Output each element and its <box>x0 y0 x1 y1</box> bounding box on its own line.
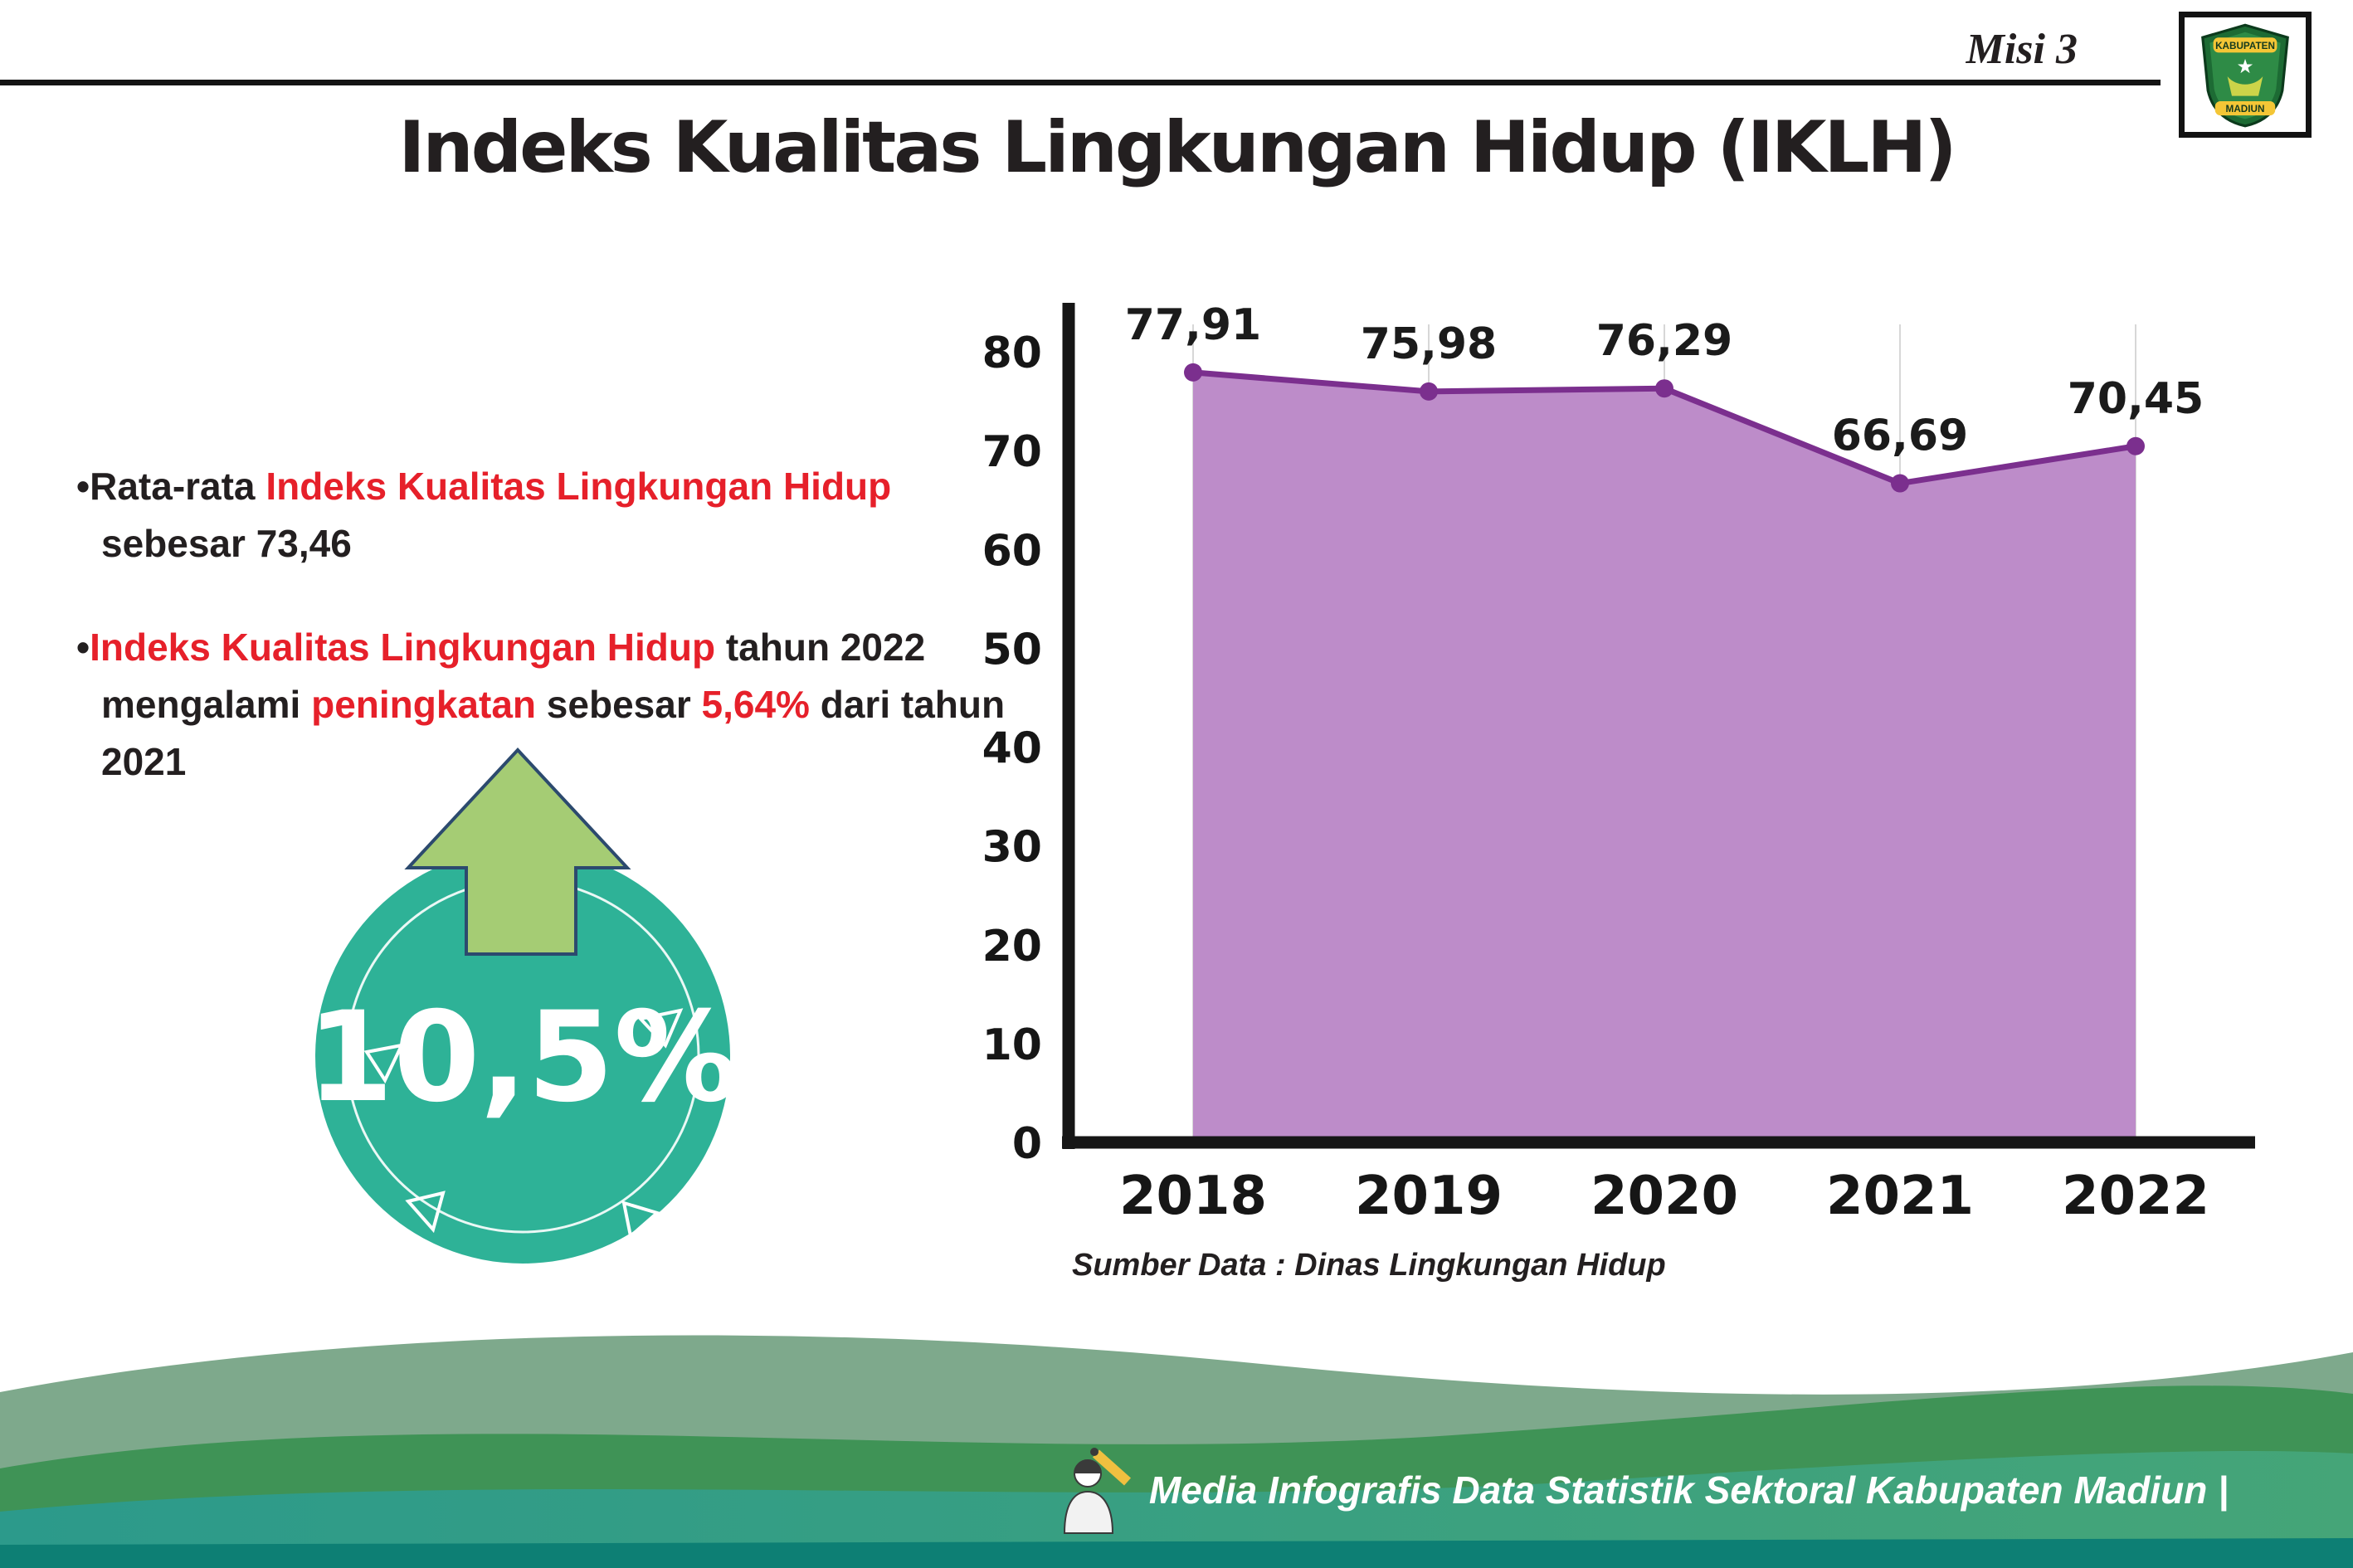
bullet-item: •Rata-rata Indeks Kualitas Lingkungan Hi… <box>76 458 1006 572</box>
x-tick-label: 2019 <box>1355 1166 1503 1227</box>
mascot-hair <box>1074 1460 1101 1473</box>
bullet-text-segment: Indeks Kualitas Lingkungan Hidup <box>90 626 716 669</box>
x-tick-label: 2018 <box>1119 1166 1267 1227</box>
pencil-icon <box>1092 1449 1131 1486</box>
y-tick-label: 80 <box>982 329 1042 378</box>
x-tick-label: 2021 <box>1826 1166 1974 1227</box>
y-tick-label: 10 <box>982 1020 1042 1070</box>
footer-wave-teal <box>0 1451 2353 1568</box>
bullet-text-segment: Indeks Kualitas Lingkungan Hidup <box>266 465 892 508</box>
chart-point <box>1891 474 1909 493</box>
y-tick-label: 60 <box>982 526 1042 576</box>
badge-triangle-icon <box>405 1191 446 1234</box>
chart-data-label: 76,29 <box>1596 316 1732 366</box>
iklh-chart: 77,91 75,98 76,29 66,69 70,45 0 10 20 30 40 50 60 70… <box>982 300 2255 1227</box>
badge-triangle-icon <box>621 1200 661 1239</box>
crest-rice-icon <box>2227 76 2263 96</box>
crest-top-text: KABUPATEN <box>2215 41 2275 51</box>
badge-triangle-icon <box>637 1008 684 1049</box>
chart-data-label: 75,98 <box>1361 319 1497 369</box>
footer-strip <box>0 1538 2353 1568</box>
bullet-text-segment: sebesar 73,46 <box>101 522 352 565</box>
crest-star-icon: ★ <box>2236 56 2253 77</box>
y-tick-label: 50 <box>982 625 1042 674</box>
up-arrow-icon <box>404 747 631 956</box>
crest-shield-inner <box>2209 32 2281 119</box>
header-rule <box>0 80 2161 85</box>
increase-badge: 10,5% <box>309 747 738 1264</box>
pencil-tip <box>1089 1448 1099 1456</box>
mascot-body <box>1063 1490 1113 1534</box>
bullet-text-segment: dari tahun 2021 <box>101 683 1006 783</box>
y-tick-label: 70 <box>982 427 1042 477</box>
bullet-dot: • <box>76 626 90 669</box>
y-tick-label: 30 <box>982 823 1042 873</box>
x-tick-label: 2020 <box>1591 1166 1738 1227</box>
crest-top-banner <box>2213 37 2277 53</box>
chart-panel: 77,91 75,98 76,29 66,69 70,45 0 10 20 30 40 50 60 70… <box>971 278 2282 1327</box>
bullet-text-segment: sebesar <box>536 683 702 726</box>
chart-data-label: 77,91 <box>1125 300 1261 350</box>
chart-point <box>1655 379 1673 398</box>
misi-label: Misi 3 <box>1966 26 2078 73</box>
badge-circle <box>315 849 730 1264</box>
data-source-label: Sumber Data : Dinas Lingkungan Hidup <box>1072 1248 1666 1283</box>
badge-value: 10,5% <box>309 986 738 1130</box>
bullet-text-segment: peningkatan <box>311 683 537 726</box>
footer-bar: Media Infografis Data Statistik Sektoral… <box>1055 1445 2229 1535</box>
bullet-list: •Rata-rata Indeks Kualitas Lingkungan Hi… <box>76 458 1006 837</box>
crest-icon: KABUPATEN ★ MADIUN <box>2201 23 2289 128</box>
chart-point <box>1420 382 1438 401</box>
chart-data-label: 70,45 <box>2068 374 2204 424</box>
chart-point <box>1184 363 1202 382</box>
footer-mascot-icon <box>1063 1448 1131 1534</box>
footer-text: Media Infografis Data Statistik Sektoral… <box>1148 1468 2229 1512</box>
kabupaten-madiun-logo: KABUPATEN ★ MADIUN <box>2179 12 2312 138</box>
y-tick-label: 40 <box>982 724 1042 774</box>
chart-area <box>1193 372 2136 1143</box>
crest-bottom-banner <box>2214 101 2276 116</box>
chart-data-label: 66,69 <box>1832 411 1968 461</box>
y-tick-label: 20 <box>982 922 1042 971</box>
page-title: Indeks Kualitas Lingkungan Hidup (IKLH) <box>398 106 1956 189</box>
badge-triangle-icon <box>363 1043 405 1084</box>
crest-bottom-text: MADIUN <box>2226 104 2265 114</box>
bullet-text-segment: tahun 2022 mengalami <box>101 626 926 726</box>
bullet-item: •Indeks Kualitas Lingkungan Hidup tahun … <box>76 619 1006 791</box>
footer-wave <box>0 1335 2353 1568</box>
y-tick-label: 0 <box>1012 1119 1042 1169</box>
x-tick-label: 2022 <box>2062 1166 2209 1227</box>
chart-point <box>2126 436 2145 455</box>
bullet-dot: • <box>76 465 90 508</box>
bullet-text-segment: Rata-rata <box>90 465 266 508</box>
bullet-text-segment: 5,64% <box>701 683 810 726</box>
